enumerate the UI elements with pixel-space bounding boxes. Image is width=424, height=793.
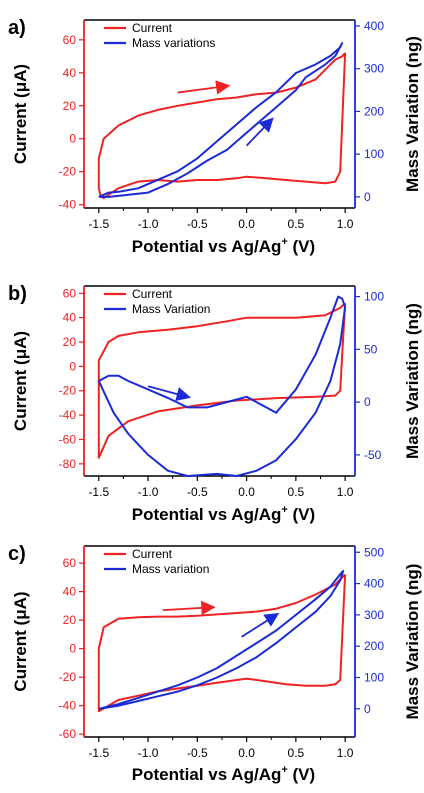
y-axis-left-label: Current (μA) [11, 64, 30, 164]
y-axis-left-label: Current (μA) [11, 591, 30, 691]
x-tick-label: 1.0 [337, 217, 354, 231]
x-tick-label: 0.5 [288, 485, 305, 499]
left-tick-label: 0 [69, 359, 76, 373]
left-tick-label: 60 [63, 286, 77, 300]
x-tick-label: 0.0 [238, 485, 255, 499]
left-tick-label: 40 [63, 66, 77, 80]
x-tick-label: 1.0 [337, 746, 354, 760]
legend-label: Mass variations [132, 36, 215, 50]
legend-label: Current [132, 547, 173, 561]
x-tick-label: -1.5 [88, 217, 109, 231]
right-tick-label: 100 [364, 671, 384, 685]
mass-direction-arrow [245, 117, 274, 147]
chart-panel: b) -1.5 -1.0 -0.5 0.0 0.5 1.0 60 40 20 0 -20 -40 -60 -… [8, 283, 422, 524]
x-tick-label: -1.0 [138, 746, 159, 760]
chart-panel: c)-1.5 -1.0 -0.5 0.0 0.5 1.06040200-20-40-605… [8, 543, 422, 784]
right-tick-label: 100 [364, 290, 384, 304]
legend-label: Mass variation [132, 562, 209, 576]
mass-direction-arrow [241, 612, 280, 638]
mass-series-line [98, 42, 344, 198]
x-tick-label: -0.5 [187, 746, 208, 760]
left-tick-label: -60 [59, 432, 77, 446]
x-tick-label: 1.0 [337, 485, 354, 499]
panel-label: c) [8, 543, 26, 565]
x-tick-label: -0.5 [187, 485, 208, 499]
left-tick-label: 0 [69, 642, 76, 656]
mass-direction-arrow [147, 385, 191, 401]
right-tick-label: 200 [364, 104, 384, 118]
left-tick-label: 60 [63, 556, 77, 570]
left-tick-label: -20 [59, 670, 77, 684]
panel-label: b) [8, 283, 27, 305]
legend-label: Current [132, 21, 173, 35]
x-tick-label: -1.5 [88, 485, 109, 499]
left-tick-label: -40 [59, 699, 77, 713]
right-tick-label: 0 [364, 190, 371, 204]
left-tick-label: -20 [59, 165, 77, 179]
current-direction-arrow [177, 80, 231, 95]
left-tick-label: 20 [63, 99, 77, 113]
x-tick-label: -1.0 [138, 217, 159, 231]
x-tick-label: -0.5 [187, 217, 208, 231]
current-series-line [97, 573, 347, 713]
right-tick-label: 100 [364, 147, 384, 161]
left-tick-label: 20 [63, 335, 77, 349]
legend-label: Current [132, 287, 173, 301]
x-tick-label: 0.0 [238, 217, 255, 231]
left-tick-label: 0 [69, 132, 76, 146]
right-tick-label: 0 [364, 702, 371, 716]
x-tick-label: -1.5 [88, 746, 109, 760]
y-axis-right-label: Mass Variation (ng) [403, 564, 422, 720]
right-tick-label: 500 [364, 545, 384, 559]
left-tick-label: -20 [59, 384, 77, 398]
legend-label: Mass Variation [132, 302, 210, 316]
x-tick-label: 0.5 [288, 746, 305, 760]
current-series-line [97, 52, 347, 200]
y-axis-left-label: Current (μA) [11, 331, 30, 431]
left-tick-label: 20 [63, 613, 77, 627]
right-tick-label: 50 [364, 342, 378, 356]
panel-label: a) [8, 17, 26, 39]
right-tick-label: 400 [364, 577, 384, 591]
x-tick-label: 0.0 [238, 746, 255, 760]
current-series-line [97, 302, 347, 459]
right-tick-label: 400 [364, 19, 384, 33]
x-axis-label: Potential vs Ag/Ag+ (V) [132, 236, 315, 256]
left-tick-label: 60 [63, 33, 77, 47]
x-tick-label: -1.0 [138, 485, 159, 499]
left-tick-label: -40 [59, 198, 77, 212]
left-tick-label: 40 [63, 311, 77, 325]
y-axis-right-label: Mass Variation (ng) [403, 303, 422, 459]
mass-series-line [98, 570, 345, 710]
x-tick-label: 0.5 [288, 217, 305, 231]
mass-series-line [97, 295, 347, 477]
right-tick-label: 300 [364, 62, 384, 76]
right-tick-label: -50 [364, 448, 382, 462]
right-tick-label: 200 [364, 639, 384, 653]
right-tick-label: 0 [364, 395, 371, 409]
chart-panel: a)-1.5 -1.0 -0.5 0.0 0.5 1.06040200-20-404003… [8, 17, 422, 256]
left-tick-label: 40 [63, 585, 77, 599]
left-tick-label: -40 [59, 408, 77, 422]
y-axis-right-label: Mass Variation (ng) [403, 36, 422, 192]
right-tick-label: 300 [364, 608, 384, 622]
x-axis-label: Potential vs Ag/Ag+ (V) [132, 764, 315, 784]
x-axis-label: Potential vs Ag/Ag+ (V) [132, 504, 315, 524]
left-tick-label: -80 [59, 457, 77, 471]
left-tick-label: -60 [59, 727, 77, 741]
current-direction-arrow [162, 600, 216, 616]
